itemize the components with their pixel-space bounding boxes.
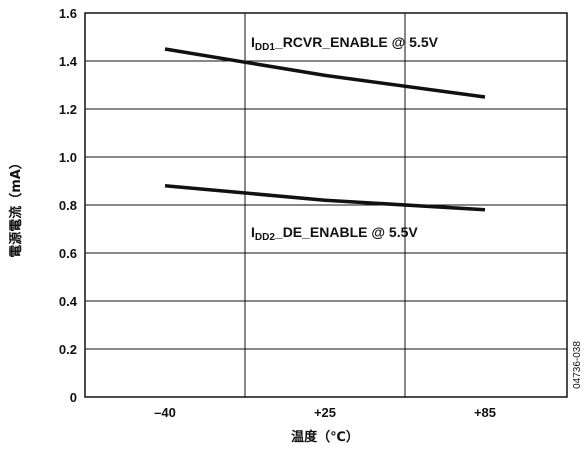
plot-frame bbox=[84, 12, 568, 398]
series-line-2 bbox=[164, 184, 486, 212]
y-tick-label: 1.2 bbox=[59, 102, 77, 117]
y-tick-label: 0.8 bbox=[59, 198, 77, 213]
series-label-idd2: IDD2_DE_ENABLE @ 5.5V bbox=[251, 224, 418, 243]
y-tick-label: 1.6 bbox=[59, 6, 77, 21]
y-axis-ticks: 0 0.2 0.4 0.6 0.8 1.0 1.2 1.4 1.6 bbox=[59, 6, 78, 405]
y-axis-title: 電源電流（mA） bbox=[8, 156, 24, 258]
figure-code: 04736-038 bbox=[572, 341, 583, 389]
y-tick-label: 0 bbox=[70, 390, 77, 405]
x-axis-title: 温度（℃） bbox=[291, 429, 359, 445]
y-tick-label: 0.4 bbox=[59, 294, 78, 309]
series-label-idd1: IDD1_RCVR_ENABLE @ 5.5V bbox=[251, 34, 439, 53]
x-tick-label: +25 bbox=[314, 405, 336, 420]
y-tick-label: 0.2 bbox=[59, 342, 77, 357]
series-lines bbox=[164, 47, 486, 212]
x-tick-label: –40 bbox=[154, 405, 176, 420]
x-axis-ticks: –40 +25 +85 bbox=[154, 405, 496, 420]
grid bbox=[85, 13, 567, 397]
x-tick-label: +85 bbox=[474, 405, 496, 420]
y-tick-label: 0.6 bbox=[59, 246, 77, 261]
y-tick-label: 1.0 bbox=[59, 150, 77, 165]
series-line-1 bbox=[164, 47, 486, 99]
y-tick-label: 1.4 bbox=[59, 54, 78, 69]
